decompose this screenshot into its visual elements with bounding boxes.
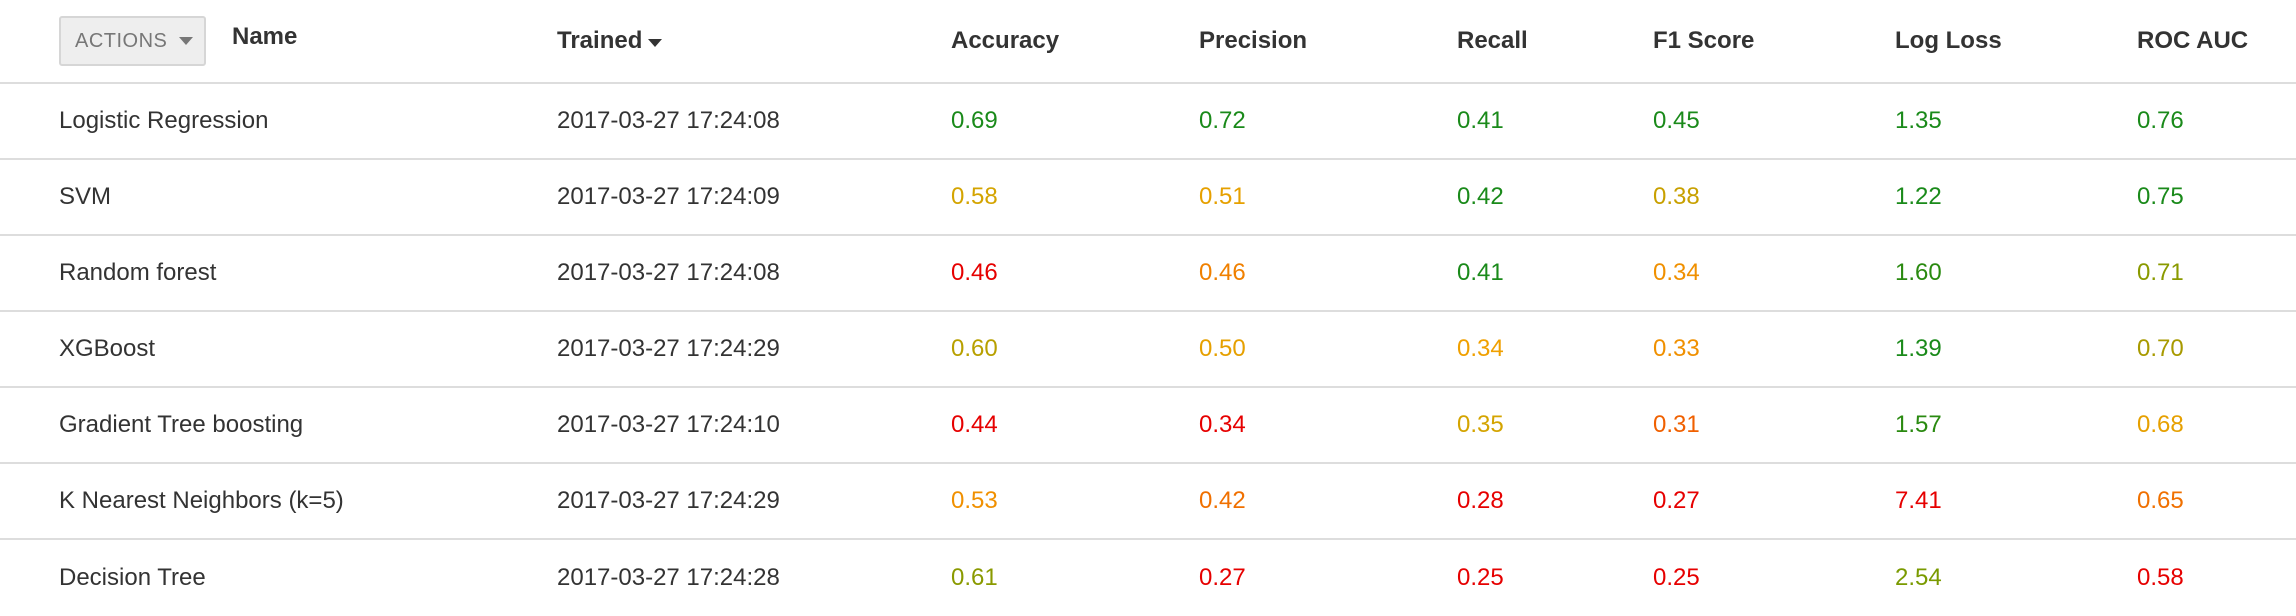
precision-value: 0.34 <box>1199 411 1246 438</box>
precision-value: 0.42 <box>1199 487 1246 514</box>
recall-value: 0.41 <box>1457 107 1504 134</box>
roc-auc-value: 0.68 <box>2137 411 2184 438</box>
f1-score-value: 0.27 <box>1653 487 1700 514</box>
actions-dropdown-button[interactable]: ACTIONS <box>59 16 206 66</box>
trained-timestamp: 2017-03-27 17:24:08 <box>557 107 780 134</box>
log-loss-value: 1.22 <box>1895 183 1942 210</box>
model-name: Gradient Tree boosting <box>59 411 304 438</box>
recall-value: 0.35 <box>1457 411 1504 438</box>
precision-value: 0.27 <box>1199 564 1246 591</box>
accuracy-value: 0.61 <box>951 564 998 591</box>
trained-timestamp: 2017-03-27 17:24:09 <box>557 183 780 210</box>
column-header-precision[interactable]: Precision <box>1199 27 1308 54</box>
roc-auc-value: 0.58 <box>2137 564 2184 591</box>
roc-auc-value: 0.76 <box>2137 107 2184 134</box>
trained-timestamp: 2017-03-27 17:24:08 <box>557 259 780 286</box>
recall-value: 0.41 <box>1457 259 1504 286</box>
column-header-trained[interactable]: Trained <box>557 0 663 82</box>
column-header-name[interactable]: Name <box>232 23 298 50</box>
column-header-roc-auc[interactable]: ROC AUC <box>2137 27 2249 54</box>
trained-timestamp: 2017-03-27 17:24:10 <box>557 411 780 438</box>
recall-value: 0.34 <box>1457 335 1504 362</box>
recall-value: 0.28 <box>1457 487 1504 514</box>
precision-value: 0.46 <box>1199 259 1246 286</box>
model-name: Decision Tree <box>59 564 206 591</box>
column-header-f1-score[interactable]: F1 Score <box>1653 27 1755 54</box>
f1-score-value: 0.33 <box>1653 335 1700 362</box>
accuracy-value: 0.46 <box>951 259 998 286</box>
roc-auc-value: 0.65 <box>2137 487 2184 514</box>
roc-auc-value: 0.75 <box>2137 183 2184 210</box>
model-name: Logistic Regression <box>59 107 269 134</box>
table-row[interactable]: XGBoost 2017-03-27 17:24:29 0.60 0.50 0.34 0.… <box>0 312 2296 388</box>
table-body: Logistic Regression 2017-03-27 17:24:08 0.… <box>0 84 2296 616</box>
log-loss-value: 1.60 <box>1895 259 1942 286</box>
recall-value: 0.25 <box>1457 564 1504 591</box>
model-name: XGBoost <box>59 335 156 362</box>
model-name: K Nearest Neighbors (k=5) <box>59 487 344 514</box>
accuracy-value: 0.69 <box>951 107 998 134</box>
precision-value: 0.51 <box>1199 183 1246 210</box>
roc-auc-value: 0.71 <box>2137 259 2184 286</box>
actions-label: ACTIONS <box>75 29 168 52</box>
f1-score-value: 0.38 <box>1653 183 1700 210</box>
accuracy-value: 0.60 <box>951 335 998 362</box>
trained-timestamp: 2017-03-27 17:24:28 <box>557 564 780 591</box>
accuracy-value: 0.58 <box>951 183 998 210</box>
accuracy-value: 0.53 <box>951 487 998 514</box>
recall-value: 0.42 <box>1457 183 1504 210</box>
table-row[interactable]: SVM 2017-03-27 17:24:09 0.58 0.51 0.42 0.38 1.… <box>0 160 2296 236</box>
table-row[interactable]: Logistic Regression 2017-03-27 17:24:08 0.… <box>0 84 2296 160</box>
table-row[interactable]: Gradient Tree boosting 2017-03-27 17:24:1… <box>0 388 2296 464</box>
log-loss-value: 1.39 <box>1895 335 1942 362</box>
log-loss-value: 7.41 <box>1895 487 1942 514</box>
column-header-recall[interactable]: Recall <box>1457 27 1528 54</box>
caret-down-icon <box>179 37 194 45</box>
table-header: ACTIONS Name Trained Accuracy Precision … <box>0 0 2296 84</box>
table-row[interactable]: K Nearest Neighbors (k=5) 2017-03-27 17:2… <box>0 464 2296 540</box>
table-row[interactable]: Random forest 2017-03-27 17:24:08 0.46 0.46… <box>0 236 2296 312</box>
precision-value: 0.72 <box>1199 107 1246 134</box>
roc-auc-value: 0.70 <box>2137 335 2184 362</box>
f1-score-value: 0.34 <box>1653 259 1700 286</box>
f1-score-value: 0.45 <box>1653 107 1700 134</box>
sort-descending-icon <box>648 38 663 47</box>
trained-timestamp: 2017-03-27 17:24:29 <box>557 487 780 514</box>
f1-score-value: 0.31 <box>1653 411 1700 438</box>
log-loss-value: 2.54 <box>1895 564 1942 591</box>
column-header-log-loss[interactable]: Log Loss <box>1895 27 2002 54</box>
table-row[interactable]: Decision Tree 2017-03-27 17:24:28 0.61 0.27… <box>0 540 2296 616</box>
trained-timestamp: 2017-03-27 17:24:29 <box>557 335 780 362</box>
model-name: Random forest <box>59 259 217 286</box>
accuracy-value: 0.44 <box>951 411 998 438</box>
f1-score-value: 0.25 <box>1653 564 1700 591</box>
column-header-accuracy[interactable]: Accuracy <box>951 27 1060 54</box>
log-loss-value: 1.35 <box>1895 107 1942 134</box>
model-name: SVM <box>59 183 112 210</box>
log-loss-value: 1.57 <box>1895 411 1942 438</box>
precision-value: 0.50 <box>1199 335 1246 362</box>
